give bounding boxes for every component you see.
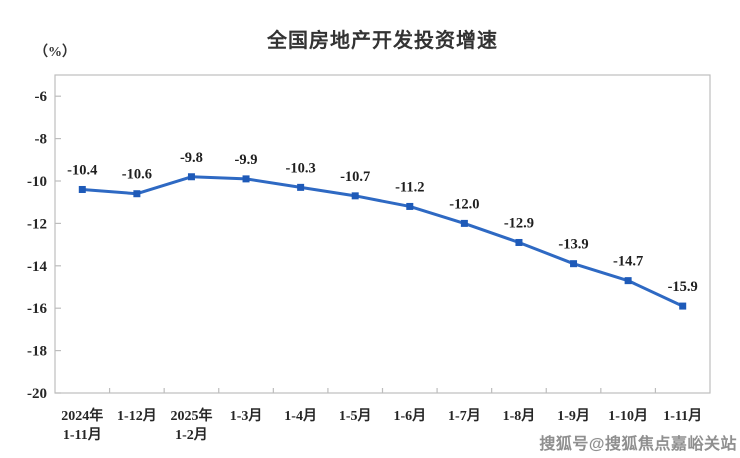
data-point-marker — [406, 202, 414, 210]
data-point-marker — [133, 190, 141, 198]
x-axis-tick-label: 1-7月 — [448, 408, 481, 424]
data-point-marker — [242, 175, 250, 183]
x-axis-tick-label: 1-10月 — [608, 408, 648, 424]
x-axis-tick-label: 1-4月 — [284, 408, 317, 424]
y-axis-tick-label: -16 — [27, 301, 47, 317]
x-axis-tick-label: 1-8月 — [503, 408, 536, 424]
x-axis-tick-label: 1-3月 — [230, 408, 263, 424]
data-point-marker — [187, 173, 195, 181]
y-axis-tick-label: -18 — [27, 344, 47, 360]
x-axis-tick-label: 1-9月 — [557, 408, 590, 424]
x-axis-tick-label: 1-5月 — [339, 408, 372, 424]
data-point-label: -15.9 — [668, 279, 698, 295]
data-point-label: -12.9 — [504, 215, 534, 231]
data-point-label: -10.6 — [122, 167, 152, 183]
x-axis-tick-label: 1-12月 — [117, 408, 157, 424]
data-point-marker — [515, 238, 523, 246]
data-point-label: -13.9 — [558, 237, 588, 253]
data-point-label: -12.0 — [449, 196, 479, 212]
data-point-label: -10.3 — [286, 160, 316, 176]
y-axis-tick-label: -12 — [27, 216, 47, 232]
x-axis-tick-label: 1-6月 — [393, 408, 426, 424]
data-point-marker — [460, 219, 468, 227]
chart-title: 全国房地产开发投资增速 — [267, 30, 498, 52]
y-axis-unit-label: （%） — [34, 45, 76, 60]
data-point-marker — [351, 192, 359, 200]
data-point-marker — [624, 277, 632, 285]
x-axis-tick-label: 2024年 1-11月 — [61, 407, 103, 443]
y-axis-tick-label: -20 — [27, 386, 47, 402]
data-point-marker — [78, 185, 86, 193]
y-axis-tick-label: -8 — [35, 132, 48, 148]
plot-border — [54, 74, 711, 394]
series-line — [80, 175, 685, 308]
x-axis-tick-label: 1-11月 — [663, 408, 702, 424]
data-point-label: -9.9 — [235, 152, 258, 168]
data-point-marker — [679, 302, 687, 310]
watermark-text: 搜狐号@搜狐焦点嘉峪关站 — [539, 436, 737, 453]
data-point-label: -10.7 — [340, 169, 370, 185]
data-point-marker — [570, 260, 578, 268]
y-axis-tick-label: -6 — [35, 89, 48, 105]
data-point-label: -9.8 — [180, 150, 203, 166]
x-axis-tick-label: 2025年 1-2月 — [170, 407, 212, 443]
data-point-label: -14.7 — [613, 254, 643, 270]
data-point-label: -11.2 — [395, 179, 424, 195]
data-point-marker — [297, 183, 305, 191]
y-axis-tick-label: -14 — [27, 259, 47, 275]
data-point-label: -10.4 — [67, 162, 97, 178]
y-axis-tick-label: -10 — [27, 174, 47, 190]
